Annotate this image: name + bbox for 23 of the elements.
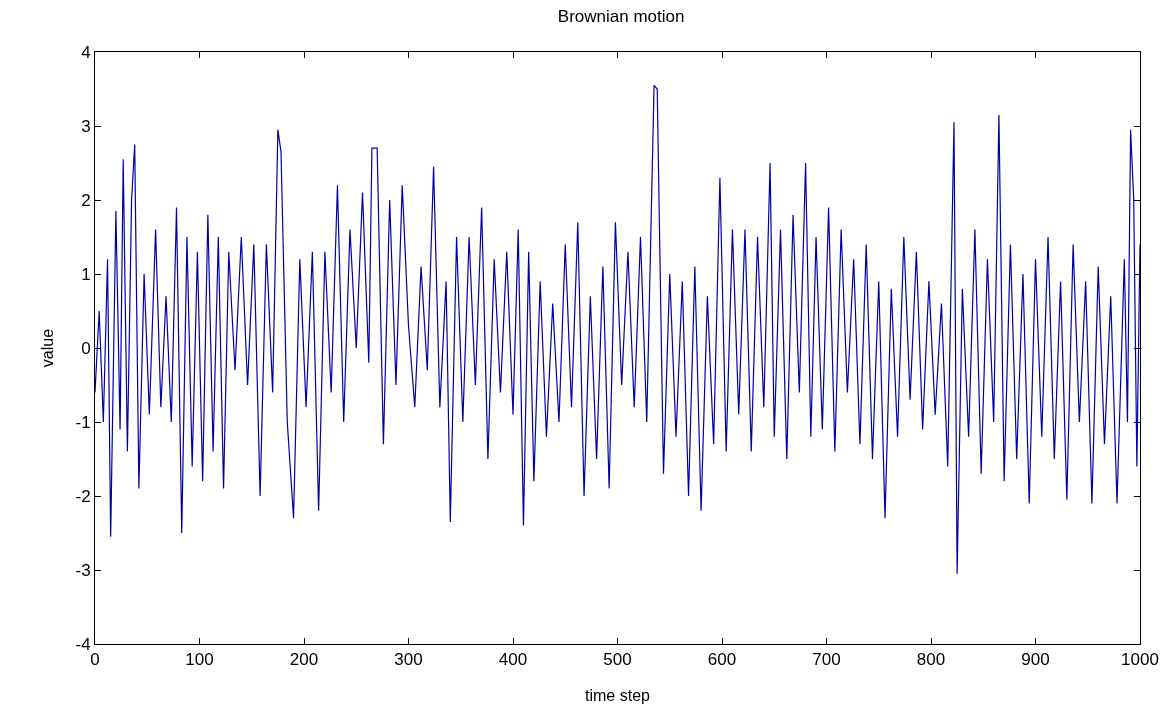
x-tick-label: 100 bbox=[185, 650, 214, 670]
y-tick-label: 1 bbox=[81, 264, 91, 284]
chart-title: Brownian motion bbox=[557, 7, 685, 27]
x-tick-label: 1000 bbox=[1121, 650, 1159, 670]
y-tick-label: 2 bbox=[81, 190, 91, 210]
x-tick-label: 300 bbox=[394, 650, 423, 670]
y-tick-label: 4 bbox=[81, 42, 91, 62]
line-series bbox=[95, 84, 1140, 575]
x-tick-label: 700 bbox=[812, 650, 841, 670]
y-tick-label: 3 bbox=[81, 116, 91, 136]
x-tick-label: 500 bbox=[603, 650, 632, 670]
y-tick-label: -4 bbox=[75, 634, 91, 654]
y-axis-title: value bbox=[39, 328, 56, 368]
x-axis-title: time step bbox=[585, 687, 651, 704]
y-tick-label: 0 bbox=[81, 338, 91, 358]
y-tick-label: -1 bbox=[75, 412, 91, 432]
y-tick-label: -2 bbox=[75, 486, 91, 506]
y-tick-label: -3 bbox=[75, 560, 91, 580]
x-tick-label: 800 bbox=[916, 650, 946, 670]
x-tick-label: 900 bbox=[1021, 650, 1050, 670]
x-tick-label: 600 bbox=[707, 650, 737, 670]
x-tick-label: 200 bbox=[289, 650, 319, 670]
x-tick-label: 400 bbox=[498, 650, 528, 670]
